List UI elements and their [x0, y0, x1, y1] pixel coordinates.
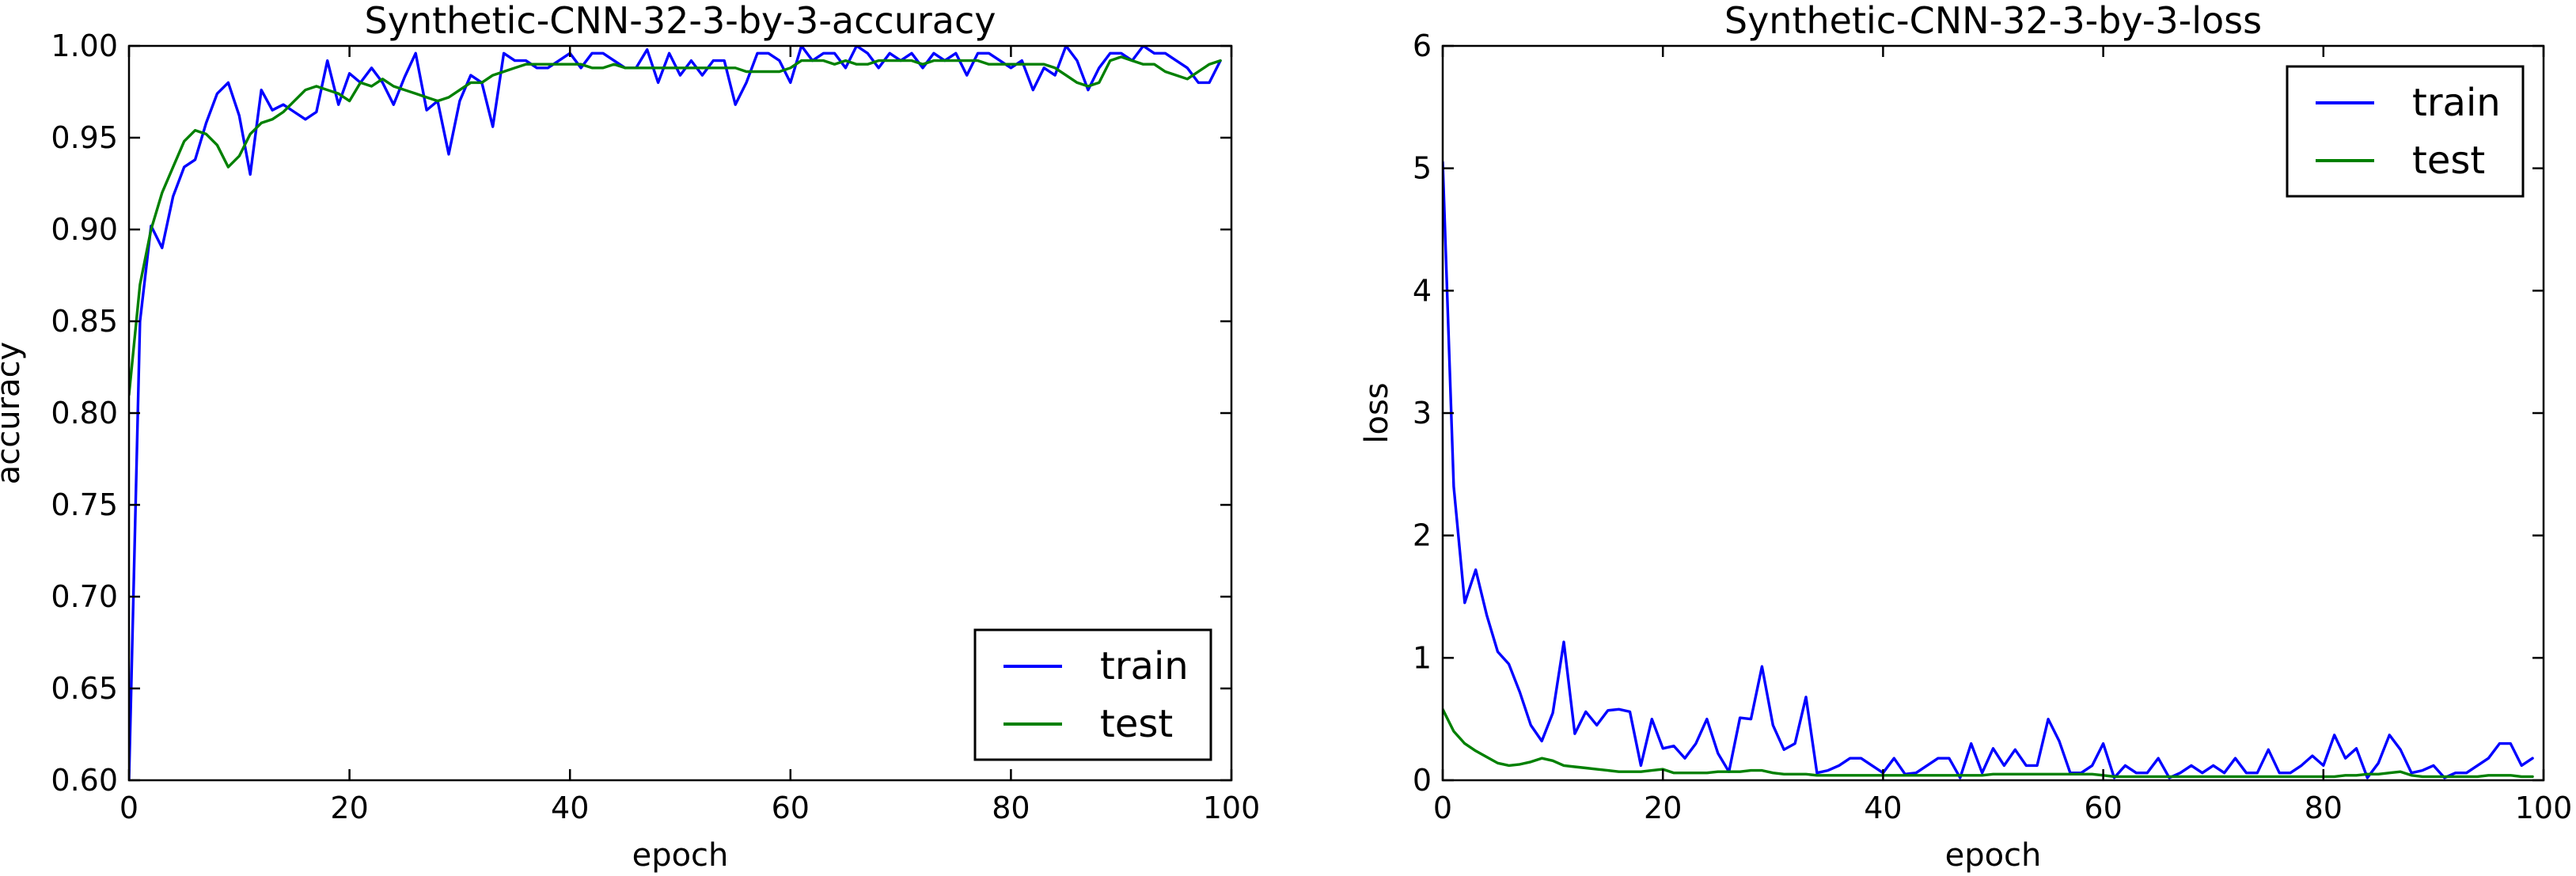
- accuracy-y-tick-label: 0.75: [51, 487, 118, 522]
- accuracy-x-tick-label: 80: [992, 791, 1030, 825]
- loss-legend-box: [2286, 65, 2525, 198]
- loss-y-tick-label: 5: [1413, 151, 1432, 186]
- loss-y-tick-label: 2: [1413, 518, 1432, 553]
- accuracy-legend-test-label: test: [1100, 702, 1173, 746]
- loss-y-tick-label: 0: [1413, 763, 1432, 798]
- loss-chart: 0 20 40 60 80 100 0 1 2 3 4 5 6 Synthetic-CNN-32-3-by…: [1359, 0, 2572, 874]
- loss-train-line: [1443, 161, 2534, 779]
- loss-test-line: [1443, 707, 2534, 779]
- accuracy-y-tick-label: 0.85: [51, 304, 118, 339]
- accuracy-x-tick-label: 60: [772, 791, 810, 825]
- accuracy-test-line: [129, 55, 1222, 396]
- accuracy-y-tick-label: 0.60: [51, 763, 118, 798]
- accuracy-y-tick-label: 0.95: [51, 120, 118, 155]
- accuracy-legend: train test: [973, 628, 1212, 761]
- loss-y-tick-label: 3: [1413, 396, 1432, 430]
- loss-x-tick-label: 20: [1644, 791, 1682, 825]
- accuracy-chart-title: Synthetic-CNN-32-3-by-3-accuracy: [365, 0, 996, 42]
- loss-x-tick-label: 80: [2305, 791, 2343, 825]
- accuracy-x-axis-label: epoch: [632, 837, 729, 874]
- loss-x-tick-label: 100: [2515, 791, 2573, 825]
- loss-y-tick-label: 1: [1413, 640, 1432, 675]
- accuracy-legend-train-label: train: [1100, 644, 1189, 688]
- accuracy-y-tick-label: 0.65: [51, 671, 118, 706]
- accuracy-y-tick-label: 1.00: [51, 28, 118, 63]
- loss-y-tick-label: 4: [1413, 273, 1432, 308]
- accuracy-x-tick-label: 40: [551, 791, 589, 825]
- loss-y-tick-label: 6: [1413, 28, 1432, 63]
- loss-legend-test-label: test: [2412, 138, 2485, 183]
- loss-x-tick-label: 40: [1864, 791, 1902, 825]
- loss-legend-train-label: train: [2412, 81, 2501, 125]
- accuracy-y-tick-label: 0.80: [51, 396, 118, 430]
- accuracy-train-line: [129, 46, 1222, 780]
- accuracy-y-tick-label: 0.70: [51, 579, 118, 614]
- accuracy-y-tick-label: 0.90: [51, 212, 118, 247]
- accuracy-x-tick-label: 100: [1203, 791, 1261, 825]
- loss-x-tick-label: 60: [2084, 791, 2122, 825]
- accuracy-chart: 0 20 40 60 80 100 0.60 0.65 0.70 0.75 0.80 0.85 0.90…: [0, 0, 1260, 874]
- loss-x-tick-label: 0: [1433, 791, 1452, 825]
- loss-x-axis-label: epoch: [1945, 837, 2042, 874]
- accuracy-x-tick-label: 0: [120, 791, 138, 825]
- accuracy-x-tick-label: 20: [330, 791, 368, 825]
- loss-legend: train test: [2286, 65, 2525, 198]
- loss-y-axis-label: loss: [1359, 382, 1395, 443]
- accuracy-y-axis-label: accuracy: [0, 342, 27, 484]
- loss-chart-title: Synthetic-CNN-32-3-by-3-loss: [1724, 0, 2262, 42]
- accuracy-legend-box: [973, 628, 1212, 761]
